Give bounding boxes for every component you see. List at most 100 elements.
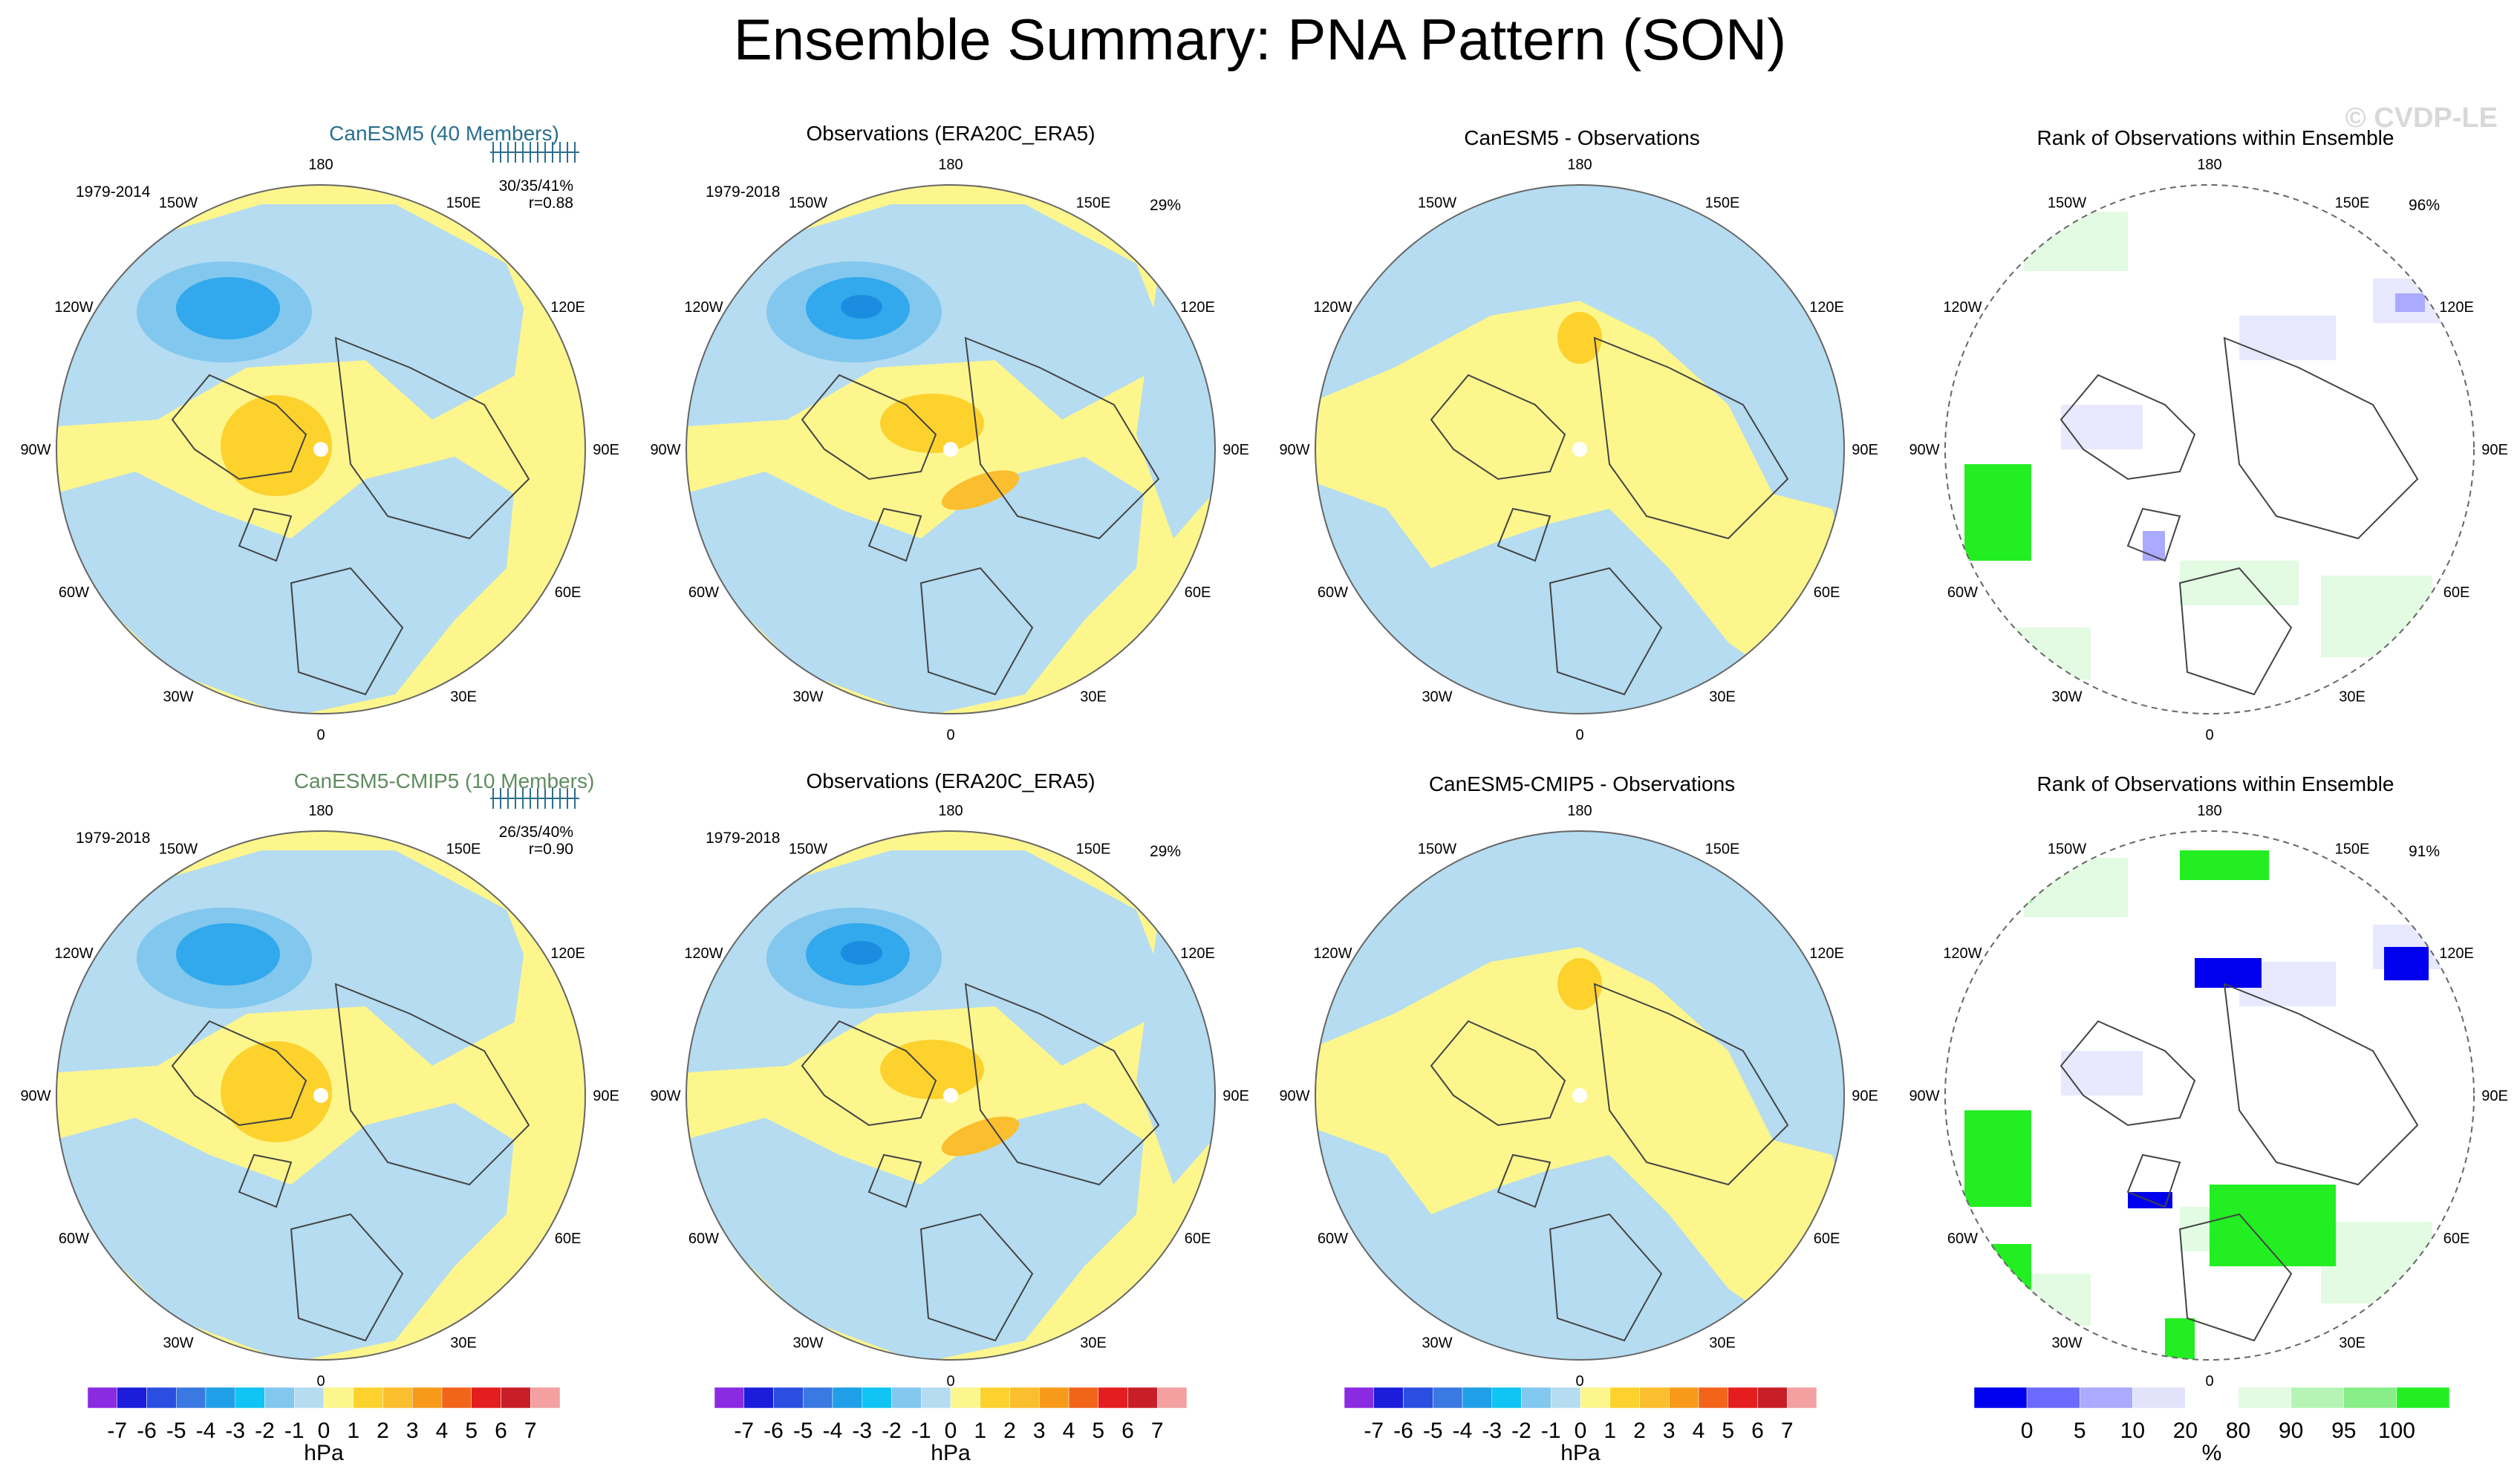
- colorbar-tick-label: 3: [1663, 1419, 1676, 1443]
- colorbar-tick-label: -7: [734, 1419, 754, 1443]
- longitude-label: 90E: [1852, 1088, 1878, 1104]
- colorbar-tick-label: 100: [2378, 1419, 2415, 1443]
- colorbar-swatch: [1433, 1387, 1463, 1409]
- colorbar-tick-label: -4: [1453, 1419, 1473, 1443]
- pole-marker: [1572, 442, 1587, 457]
- colorbar-swatch: [950, 1387, 980, 1409]
- longitude-label: 120E: [550, 299, 585, 316]
- colorbar-tick-label: -4: [823, 1419, 843, 1443]
- coastline-north-america: [801, 1020, 937, 1127]
- colorbar-tick-label: 4: [1063, 1419, 1075, 1443]
- colorbar-tick-label: 1: [974, 1419, 986, 1443]
- map-outline: [686, 184, 1216, 714]
- colorbar-tick-label: -5: [1423, 1419, 1443, 1443]
- colorbar-tick-label: -5: [793, 1419, 813, 1443]
- longitude-label: 180: [938, 803, 963, 819]
- rank-cell-6: [2002, 628, 2091, 680]
- rank-cell-strong-2: [2210, 1185, 2336, 1266]
- period-label: 1979-2014: [76, 183, 151, 201]
- longitude-label: 90W: [20, 442, 51, 458]
- coastline-greenland: [2126, 507, 2181, 562]
- longitude-label: 60W: [1318, 584, 1348, 601]
- colorbar-swatch: [1521, 1387, 1552, 1409]
- colorbar-tick-label: -1: [911, 1419, 931, 1443]
- longitude-label: 30W: [163, 1335, 193, 1352]
- colorbar-swatch: [2291, 1387, 2345, 1409]
- colorbar-tick-label: -3: [852, 1419, 872, 1443]
- colorbar-tick-label: 6: [1121, 1419, 1134, 1443]
- colorbar-tick-label: 3: [406, 1419, 419, 1443]
- longitude-label: 90E: [593, 442, 619, 458]
- longitude-label: 90E: [1222, 442, 1249, 458]
- longitude-label: 150W: [1418, 195, 1456, 211]
- longitude-label: 120E: [1180, 299, 1215, 316]
- correlation-stats: r=0.90: [529, 841, 573, 858]
- coastline-north-america: [171, 1020, 307, 1127]
- colorbar-tick-label: 6: [1751, 1419, 1764, 1443]
- longitude-label: 120W: [1313, 299, 1352, 316]
- colorbar-tick-label: 0: [945, 1419, 957, 1443]
- longitude-label: 150W: [2048, 195, 2086, 211]
- variance-stats: 26/35/40%: [499, 824, 573, 841]
- colorbar-tick-label: 5: [1092, 1419, 1104, 1443]
- colorbar-tick-label: 20: [2173, 1419, 2198, 1443]
- longitude-label: 120W: [1313, 945, 1352, 962]
- map-outline: [1944, 184, 2475, 714]
- period-label: 1979-2018: [706, 183, 780, 201]
- longitude-label: 150E: [446, 195, 481, 211]
- colorbar-swatch: [1157, 1387, 1188, 1409]
- longitude-label: 30E: [1080, 689, 1107, 706]
- pole-marker: [943, 442, 958, 457]
- longitude-label: 0: [316, 727, 325, 743]
- colorbar-swatch: [714, 1387, 744, 1409]
- colorbar-swatch: [862, 1387, 892, 1409]
- colorbar-tick-label: 5: [1722, 1419, 1734, 1443]
- colorbar-tick-label: 2: [1003, 1419, 1016, 1443]
- colorbar-swatch: [1009, 1387, 1040, 1409]
- colorbar-swatch: [980, 1387, 1010, 1409]
- rank-cell-5: [2321, 576, 2432, 657]
- longitude-label: 180: [308, 803, 333, 819]
- colorbar-swatch: [803, 1387, 833, 1409]
- colorbar-swatch: [176, 1387, 206, 1409]
- longitude-label: 30E: [2339, 1335, 2366, 1352]
- colorbar-swatch: [1580, 1387, 1610, 1409]
- longitude-label: 30W: [163, 689, 193, 706]
- positive-region-arctic: [1520, 1066, 1669, 1155]
- colorbar-tick-label: 4: [1693, 1419, 1705, 1443]
- longitude-label: 30W: [792, 689, 823, 706]
- colorbar-swatch: [1373, 1387, 1404, 1409]
- high-center: [221, 1041, 332, 1142]
- negative-region-atlantic: [56, 457, 514, 714]
- longitude-label: 60W: [59, 584, 89, 601]
- colorbar-swatch: [501, 1387, 531, 1409]
- colorbar-tick-label: -6: [137, 1419, 157, 1443]
- colorbar-tick-label: 2: [377, 1419, 389, 1443]
- rank-cell-7: [2061, 1051, 2143, 1095]
- longitude-label: 90W: [1909, 1088, 1939, 1104]
- low-center-mid: [176, 277, 280, 339]
- colorbar-swatch: [1462, 1387, 1492, 1409]
- longitude-label: 150E: [1705, 841, 1740, 857]
- longitude-label: 150E: [446, 841, 481, 857]
- colorbar-swatch: [146, 1387, 177, 1409]
- longitude-label: 60W: [1947, 584, 1978, 601]
- map-outline: [1315, 184, 1845, 714]
- coastline-eurasia: [2223, 983, 2419, 1186]
- coastline-europe-africa: [919, 1213, 1034, 1342]
- negative-region-atlantic: [686, 457, 1144, 714]
- longitude-label: 60E: [555, 1231, 582, 1247]
- high-center-secondary: [941, 1116, 1020, 1156]
- coastline-north-america: [1430, 1020, 1566, 1127]
- longitude-label: 120E: [2439, 945, 2474, 962]
- colorbar-swatch: [471, 1387, 501, 1409]
- longitude-label: 30E: [450, 1335, 477, 1352]
- rank-cell-strong-1: [2180, 850, 2269, 880]
- colorbar-swatch: [87, 1387, 117, 1409]
- coastline-greenland: [238, 507, 293, 562]
- colorbar-swatch: [1403, 1387, 1433, 1409]
- longitude-label: 60E: [2444, 1231, 2470, 1247]
- panel-title-rank2: Rank of Observations within Ensemble: [2036, 772, 2394, 795]
- correlation-stats: r=0.88: [529, 195, 573, 212]
